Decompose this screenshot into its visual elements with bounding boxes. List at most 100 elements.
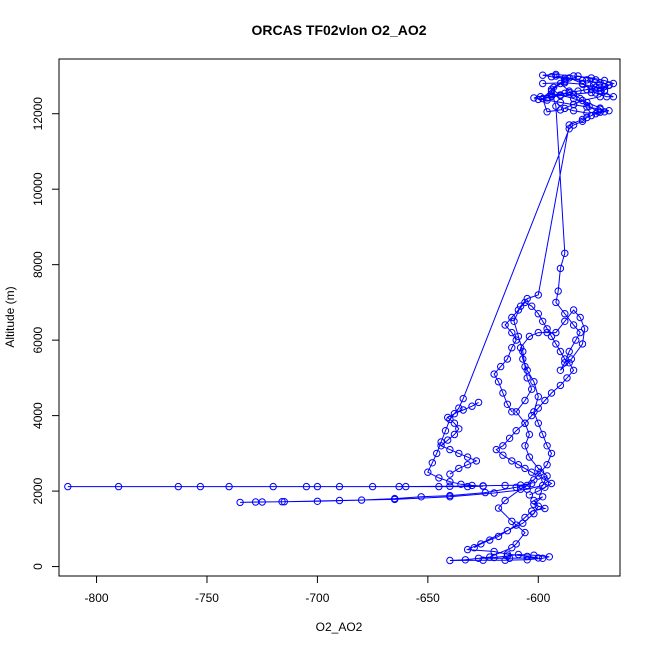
data-point (592, 83, 600, 92)
x-tick-label: -650 (416, 591, 440, 605)
data-point (510, 317, 518, 325)
data-point (501, 496, 509, 505)
y-tick-label: 4000 (31, 402, 45, 429)
data-point (501, 556, 509, 564)
data-point (576, 328, 584, 337)
data-point (561, 79, 569, 87)
data-point (521, 528, 529, 537)
data-point (536, 468, 545, 476)
data-point (437, 442, 445, 450)
data-point (441, 427, 450, 435)
data-point (576, 94, 584, 103)
data-point (521, 298, 529, 307)
data-point (492, 445, 500, 454)
data-point (596, 79, 604, 87)
data-point (479, 482, 487, 490)
data-point (512, 336, 520, 344)
data-point (563, 374, 571, 382)
data-point (313, 497, 322, 505)
data-point (569, 107, 578, 115)
data-point (494, 378, 503, 386)
data-point (503, 527, 512, 535)
data-point (521, 396, 529, 405)
series-layer (64, 70, 618, 565)
data-point (457, 480, 465, 488)
data-point (530, 378, 538, 386)
data-point (565, 88, 573, 97)
data-point (600, 82, 609, 91)
data-point (225, 482, 233, 491)
data-point (574, 87, 582, 95)
data-point (609, 93, 618, 101)
data-point (543, 325, 551, 333)
data-point (547, 73, 556, 81)
data-point (446, 478, 454, 486)
data-point (609, 79, 618, 88)
data-point (543, 461, 551, 469)
data-point (521, 419, 529, 427)
data-point (521, 464, 529, 473)
data-point (539, 79, 547, 88)
data-point (514, 306, 523, 314)
data-point (302, 482, 311, 491)
data-point (543, 96, 551, 104)
data-point (236, 498, 244, 507)
data-point (578, 115, 587, 124)
x-tick-label: -750 (195, 591, 219, 605)
data-point (561, 89, 569, 98)
data-point (433, 449, 441, 458)
data-point (541, 504, 549, 513)
data-point (605, 81, 613, 89)
data-point (596, 105, 604, 113)
data-point (534, 291, 542, 299)
data-point (508, 517, 516, 525)
data-point (455, 404, 463, 412)
data-point (313, 482, 322, 491)
data-point (446, 493, 454, 501)
data-point (503, 552, 512, 560)
data-point (468, 481, 476, 490)
data-point (565, 347, 573, 356)
data-point (578, 96, 587, 105)
data-point (530, 408, 538, 416)
data-point (578, 340, 587, 348)
data-point (569, 366, 578, 374)
data-point (196, 482, 205, 491)
data-point (583, 109, 591, 117)
data-point (547, 332, 556, 341)
data-series (530, 70, 618, 117)
data-point (565, 125, 573, 133)
data-point (523, 294, 531, 303)
data-point (530, 500, 538, 508)
data-point (539, 317, 547, 325)
data-point (494, 504, 503, 512)
data-point (508, 457, 516, 465)
data-point (497, 362, 505, 371)
x-axis: -800 -750 -700 -650 -600 (85, 575, 551, 605)
data-point (539, 554, 547, 562)
data-point (565, 121, 573, 129)
data-point (561, 104, 569, 113)
data-point (505, 554, 514, 562)
data-point (596, 87, 604, 95)
data-point (583, 76, 591, 84)
data-point (547, 85, 556, 93)
data-point (446, 556, 454, 565)
data-point (552, 102, 560, 110)
x-tick-label: -600 (526, 591, 550, 605)
data-point (521, 513, 529, 522)
data-series (490, 298, 578, 499)
data-point (280, 498, 288, 506)
data-point (556, 106, 565, 114)
data-point (556, 264, 565, 273)
y-tick-label: 8000 (31, 251, 45, 278)
data-point (547, 91, 556, 99)
data-point (583, 113, 591, 122)
data-point (468, 402, 476, 410)
data-point (576, 313, 584, 322)
data-point (534, 393, 542, 401)
data-point (278, 498, 286, 506)
data-point (561, 355, 569, 363)
data-point (547, 479, 556, 488)
